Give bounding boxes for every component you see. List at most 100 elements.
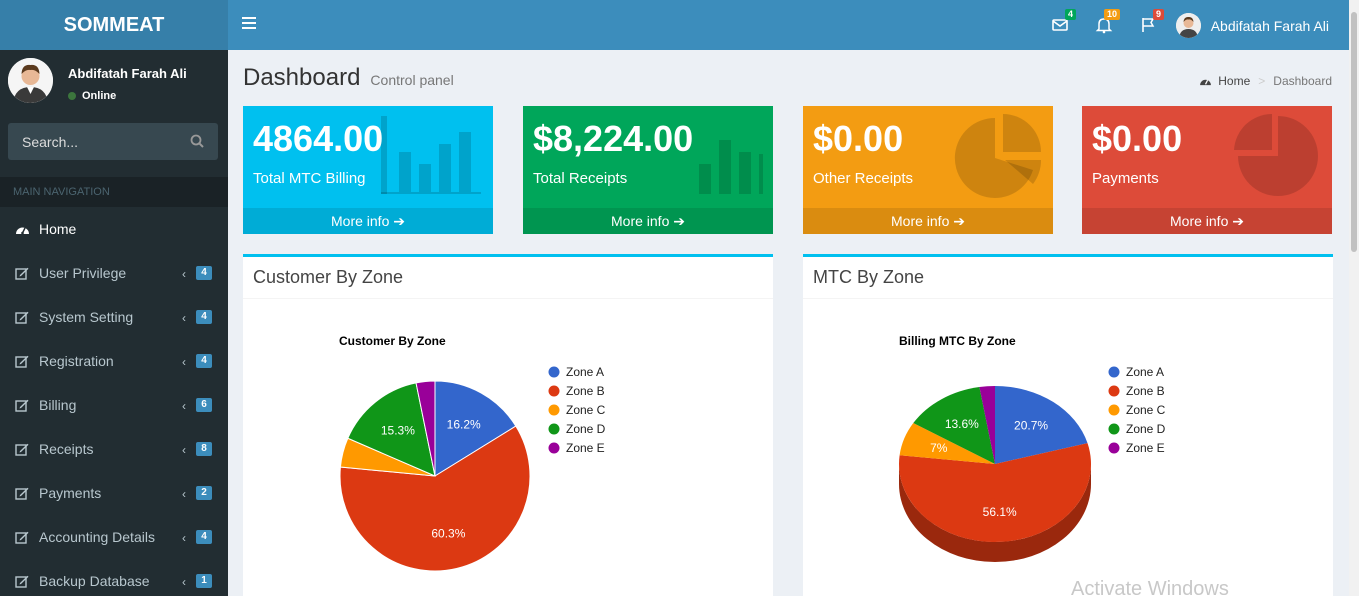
mtc-by-zone-chart: Billing MTC By Zone 20.7% 56.1% 7% 13.6% Zone… <box>899 334 1166 562</box>
pie-slice-zone-a[interactable] <box>995 386 1088 464</box>
dashboard-icon <box>15 223 31 235</box>
legend-entry[interactable]: Zone D <box>566 422 606 436</box>
avatar <box>1175 13 1201 38</box>
count-badge: 4 <box>196 530 212 544</box>
tasks-badge: 9 <box>1152 9 1164 20</box>
flag-icon <box>1142 18 1155 32</box>
more-info-link[interactable]: More info ➔ <box>523 208 773 234</box>
sidebar-user-name: Abdifatah Farah Ali <box>68 66 187 81</box>
user-menu[interactable]: Abdifatah Farah Ali <box>1175 13 1329 38</box>
sidebar-menu: Home User Privilege ‹ 4 System Setting ‹… <box>0 207 228 596</box>
breadcrumb: Home > Dashboard <box>1199 74 1332 88</box>
sidebar-item-billing[interactable]: Billing ‹ 6 <box>0 383 228 427</box>
avatar <box>8 58 53 103</box>
box-title: Customer By Zone <box>243 257 773 299</box>
more-info-link[interactable]: More info ➔ <box>243 208 493 234</box>
stat-value: $8,224.00 <box>533 118 694 159</box>
count-badge: 4 <box>196 266 212 280</box>
chevron-left-icon: ‹ <box>182 267 186 281</box>
stat-box-other-receipts: $0.00 Other Receipts More info ➔ <box>803 106 1053 234</box>
pie-slice-zone-e[interactable] <box>979 386 995 464</box>
legend-entry[interactable]: Zone C <box>1126 403 1166 417</box>
pie-slice-zone-c[interactable] <box>899 423 995 464</box>
stat-label: Total MTC Billing <box>253 170 366 187</box>
online-dot-icon <box>68 92 76 100</box>
legend-entry[interactable]: Zone E <box>1126 441 1165 455</box>
sidebar-toggle-icon[interactable] <box>242 17 256 33</box>
stat-value: 4864.00 <box>253 118 384 159</box>
pie-slice-zone-d[interactable] <box>347 382 436 477</box>
sidebar-item-system-setting[interactable]: System Setting ‹ 4 <box>0 295 228 339</box>
slice-data-label: 15.3% <box>381 423 415 437</box>
arrow-circle-right-icon: ➔ <box>673 213 685 229</box>
pie-slice-zone-e[interactable] <box>415 380 436 477</box>
user-menu-name: Abdifatah Farah Ali <box>1210 17 1329 34</box>
breadcrumb-separator: > <box>1258 74 1266 88</box>
more-info-link[interactable]: More info ➔ <box>803 208 1053 234</box>
edit-icon <box>15 575 31 588</box>
pie-slice-zone-a[interactable] <box>434 380 517 477</box>
legend-entry[interactable]: Zone A <box>1126 365 1164 379</box>
edit-icon <box>15 355 31 368</box>
count-badge: 1 <box>196 574 212 588</box>
sidebar-item-label: Receipts <box>39 441 94 457</box>
user-panel: Abdifatah Farah Ali Online <box>0 50 228 113</box>
legend-entry[interactable]: Zone D <box>1126 422 1166 436</box>
dashboard-icon <box>1200 79 1212 86</box>
chevron-left-icon: ‹ <box>182 399 186 413</box>
bar-chart-icon <box>699 140 763 194</box>
stat-box-total-receipts: $8,224.00 Total Receipts More info ➔ <box>523 106 773 234</box>
customer-by-zone-box: Customer By Zone Customer By Zone 16.2% 60… <box>243 254 773 596</box>
count-badge: 8 <box>196 442 212 456</box>
notifications-button[interactable]: 10 <box>1095 9 1120 34</box>
more-info-label: More info <box>1170 213 1229 229</box>
breadcrumb-home[interactable]: Home <box>1218 74 1251 88</box>
nav-header: MAIN NAVIGATION <box>0 177 228 207</box>
legend-entry[interactable]: Zone C <box>566 403 606 417</box>
sidebar-search <box>8 123 218 160</box>
more-info-link[interactable]: More info ➔ <box>1082 208 1332 234</box>
sidebar-item-label: Backup Database <box>39 573 150 589</box>
sidebar-item-backup-database[interactable]: Backup Database ‹ 1 <box>0 559 228 596</box>
customer-by-zone-chart: Customer By Zone 16.2% 60.3% 15.3% Zone A Zon… <box>339 334 606 572</box>
legend-swatch <box>1108 442 1120 454</box>
messages-button[interactable]: 4 <box>1051 9 1076 34</box>
tasks-button[interactable]: 9 <box>1139 9 1164 34</box>
sidebar-item-accounting-details[interactable]: Accounting Details ‹ 4 <box>0 515 228 559</box>
count-badge: 6 <box>196 398 212 412</box>
sidebar-item-payments[interactable]: Payments ‹ 2 <box>0 471 228 515</box>
mtc-by-zone-box: MTC By Zone Billing MTC By Zone 20.7% 56.1… <box>803 254 1333 596</box>
pie-slice-zone-b[interactable] <box>899 443 1091 542</box>
pie-slice-zone-b[interactable] <box>339 425 531 572</box>
sidebar-item-home[interactable]: Home <box>0 207 228 251</box>
more-info-label: More info <box>331 213 390 229</box>
bar-chart-icon <box>381 116 481 194</box>
more-info-label: More info <box>611 213 670 229</box>
chevron-left-icon: ‹ <box>182 443 186 457</box>
legend-swatch <box>1108 366 1120 378</box>
search-input[interactable] <box>8 123 178 160</box>
legend-entry[interactable]: Zone E <box>566 441 605 455</box>
sidebar-item-registration[interactable]: Registration ‹ 4 <box>0 339 228 383</box>
legend-entry[interactable]: Zone B <box>1126 384 1165 398</box>
search-icon[interactable] <box>190 134 204 153</box>
arrow-circle-right-icon: ➔ <box>953 213 965 229</box>
chevron-left-icon: ‹ <box>182 575 186 589</box>
stat-value: $0.00 <box>813 118 904 159</box>
stat-value: $0.00 <box>1092 118 1183 159</box>
edit-icon <box>15 487 31 500</box>
sidebar-item-user-privilege[interactable]: User Privilege ‹ 4 <box>0 251 228 295</box>
chevron-left-icon: ‹ <box>182 311 186 325</box>
page-scrollbar[interactable] <box>1349 0 1359 596</box>
legend-entry[interactable]: Zone A <box>566 365 604 379</box>
legend-entry[interactable]: Zone B <box>566 384 605 398</box>
page-title-text: Dashboard <box>243 64 361 91</box>
app-logo[interactable]: SOMMEAT <box>0 0 228 50</box>
count-badge: 4 <box>196 354 212 368</box>
sidebar-item-receipts[interactable]: Receipts ‹ 8 <box>0 427 228 471</box>
slice-data-label: 7% <box>930 441 948 455</box>
pie-slice-zone-d[interactable] <box>913 387 995 464</box>
slice-data-label: 13.6% <box>945 417 979 431</box>
stat-label: Other Receipts <box>813 170 914 187</box>
legend-swatch <box>1108 404 1120 416</box>
